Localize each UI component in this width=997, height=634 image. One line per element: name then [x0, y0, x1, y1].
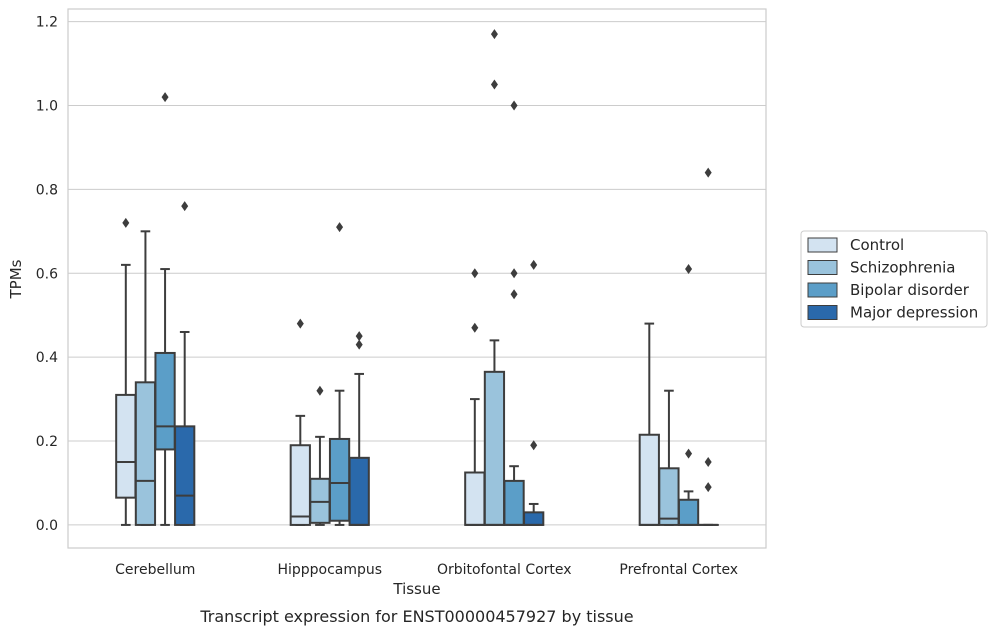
outlier-point — [355, 339, 363, 350]
box — [483, 29, 506, 526]
legend-label: Schizophrenia — [850, 259, 955, 277]
outlier-point — [161, 92, 169, 103]
box — [134, 230, 157, 526]
legend: Control Schizophrenia Bipolar disorder Majo… — [800, 230, 988, 328]
x-tick-label: Prefrontal Cortex — [619, 562, 738, 578]
box-body — [174, 425, 196, 526]
outlier-point — [355, 331, 363, 342]
y-tick-label: 0.4 — [36, 350, 58, 366]
outlier-point — [704, 457, 712, 468]
box-body — [523, 511, 545, 526]
box — [503, 100, 525, 526]
box — [348, 331, 370, 526]
legend-label: Control — [850, 236, 904, 254]
y-tick-label: 0.6 — [36, 266, 58, 282]
box-body — [154, 351, 176, 451]
legend-swatch — [807, 282, 838, 298]
outlier-point — [490, 79, 498, 90]
outlier-point — [685, 264, 693, 275]
plot-frame — [67, 8, 767, 549]
box — [697, 167, 719, 526]
legend-label: Bipolar disorder — [850, 281, 970, 299]
outlier-point — [685, 448, 693, 459]
box-plot-series — [115, 29, 719, 526]
box-body — [677, 498, 700, 526]
box-body — [348, 456, 370, 526]
legend-swatch — [807, 305, 838, 320]
x-axis-ticks: Cerebellum Hipppocampus Orbitofontal Corte… — [115, 562, 738, 578]
outlier-point — [181, 201, 189, 212]
box-body — [289, 444, 311, 526]
y-tick-label: 0.0 — [36, 518, 58, 534]
x-tick-label: Hipppocampus — [277, 562, 382, 578]
legend-frame — [800, 230, 988, 328]
outlier-point — [510, 100, 518, 111]
outlier-point — [704, 167, 712, 178]
outlier-point — [530, 259, 538, 270]
legend-items: Control Schizophrenia Bipolar disorder Majo… — [807, 236, 978, 322]
outlier-point — [510, 268, 518, 279]
box — [638, 322, 660, 526]
legend-swatch — [807, 260, 838, 275]
box — [523, 259, 545, 526]
legend-label: Major depression — [850, 304, 978, 322]
outlier-point — [471, 322, 479, 333]
box — [289, 318, 311, 526]
box-body — [658, 467, 680, 526]
x-axis-label: Tissue — [392, 580, 440, 598]
chart-caption: Transcript expression for ENST0000045792… — [199, 607, 633, 626]
box — [154, 92, 176, 526]
outlier-point — [704, 482, 712, 493]
box — [658, 389, 680, 526]
box-body — [503, 479, 525, 526]
y-tick-label: 1.0 — [36, 98, 58, 114]
outlier-point — [122, 217, 130, 228]
outlier-point — [336, 222, 344, 233]
box — [464, 268, 486, 526]
legend-swatch — [807, 237, 838, 253]
box-body — [115, 393, 137, 499]
outlier-point — [490, 29, 498, 40]
y-axis-label: TPMs — [7, 259, 25, 299]
y-tick-label: 0.8 — [36, 182, 58, 198]
x-tick-label: Orbitofontal Cortex — [437, 562, 572, 578]
box — [115, 217, 137, 526]
x-tick-label: Cerebellum — [115, 562, 195, 578]
box — [174, 201, 196, 526]
outlier-point — [471, 268, 479, 279]
y-axis-ticks: 0.0 0.2 0.4 0.6 0.8 1.0 1.2 — [36, 15, 58, 534]
box-body — [483, 370, 506, 526]
y-tick-label: 1.2 — [36, 15, 58, 31]
outlier-point — [530, 440, 538, 451]
y-tick-label: 0.2 — [36, 434, 58, 450]
box-body — [134, 381, 157, 526]
outlier-point — [296, 318, 304, 329]
box-body — [638, 433, 660, 526]
box — [677, 264, 700, 526]
outlier-point — [510, 289, 518, 300]
box-body — [464, 471, 486, 526]
box — [309, 385, 331, 526]
box-body — [309, 477, 331, 524]
box-body — [328, 437, 351, 522]
box — [328, 222, 351, 526]
outlier-point — [316, 385, 324, 396]
